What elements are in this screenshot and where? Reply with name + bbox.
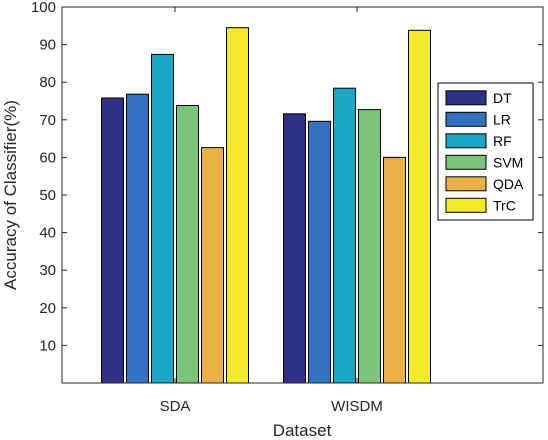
y-tick-label: 40	[39, 225, 56, 242]
legend-swatch-lr	[445, 111, 487, 127]
y-tick-label: 100	[31, 0, 56, 16]
bar-qda-wisdm	[383, 156, 406, 384]
legend-swatch-trc	[445, 197, 487, 213]
legend-swatch-rf	[445, 133, 487, 149]
legend-swatch-qda	[445, 176, 487, 192]
legend-label-rf: RF	[493, 133, 512, 149]
bar-qda-sda	[201, 147, 224, 384]
bar-trc-sda	[226, 27, 249, 384]
bar-dt-wisdm	[283, 113, 306, 384]
x-axis-ticks: SDA WISDM	[160, 7, 383, 415]
bar-dt-sda	[101, 97, 124, 384]
y-tick-label: 10	[39, 337, 56, 354]
legend-swatch-dt	[445, 90, 487, 106]
bar-lr-sda	[126, 93, 149, 384]
legend-box	[437, 82, 534, 221]
bars-layer	[101, 27, 431, 384]
legend-label-svm: SVM	[493, 154, 523, 170]
bar-svm-wisdm	[358, 109, 381, 384]
y-tick-label: 50	[39, 187, 56, 204]
legend-label-qda: QDA	[493, 176, 524, 192]
y-tick-label: 80	[39, 74, 56, 91]
bar-rf-sda	[151, 53, 174, 384]
bar-lr-wisdm	[308, 120, 331, 384]
y-tick-label: 90	[39, 37, 56, 54]
y-tick-label: 60	[39, 149, 56, 166]
bar-rf-wisdm	[333, 87, 356, 384]
x-tick-label-wisdm: WISDM	[331, 398, 383, 415]
bar-trc-wisdm	[408, 29, 431, 384]
y-tick-label: 20	[39, 300, 56, 317]
y-tick-label: 70	[39, 112, 56, 129]
y-tick-label: 30	[39, 262, 56, 279]
y-axis-label: Accuracy of Classifier(%)	[1, 100, 20, 290]
x-tick-label-sda: SDA	[160, 398, 191, 415]
legend-swatch-svm	[445, 154, 487, 170]
legend-label-lr: LR	[493, 111, 511, 127]
legend-label-dt: DT	[493, 90, 512, 106]
bar-svm-sda	[176, 105, 199, 384]
legend: DT LR RF SVM QDA TrC	[437, 82, 534, 221]
legend-label-trc: TrC	[493, 197, 516, 213]
y-axis-ticks: 10 20 30 40 50 60 70 80 90 100	[31, 0, 543, 354]
x-axis-label: Dataset	[273, 421, 332, 440]
